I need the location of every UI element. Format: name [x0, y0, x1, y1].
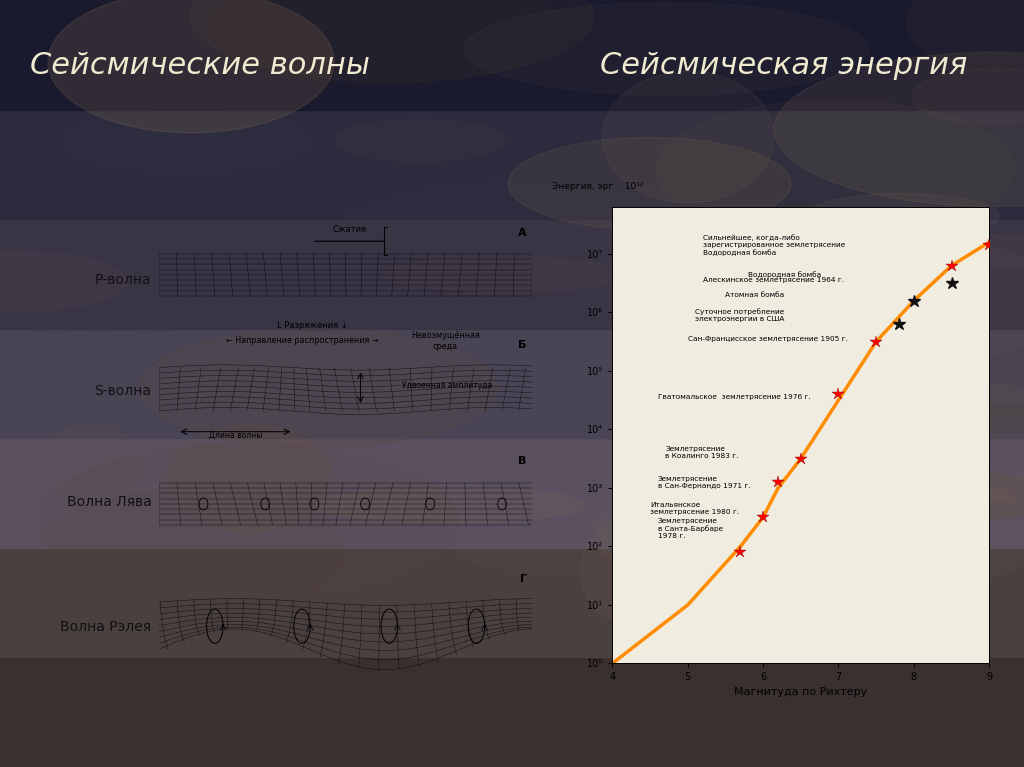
Ellipse shape [765, 403, 1024, 434]
Text: Итальянское
землетрясение 1980 г.: Итальянское землетрясение 1980 г. [650, 502, 739, 515]
Ellipse shape [770, 239, 1024, 365]
Ellipse shape [465, 2, 868, 95]
Ellipse shape [37, 444, 459, 599]
Ellipse shape [805, 193, 998, 239]
Ellipse shape [939, 384, 1024, 499]
Text: Волна Лява: Волна Лява [67, 495, 152, 509]
Ellipse shape [912, 68, 1024, 124]
Ellipse shape [811, 275, 1024, 416]
Text: Удвоенная амплитуда: Удвоенная амплитуда [401, 380, 492, 390]
X-axis label: Магнитуда по Рихтеру: Магнитуда по Рихтеру [734, 686, 867, 696]
Ellipse shape [638, 360, 786, 527]
Text: Алескинское землетрясение 1964 г.: Алескинское землетрясение 1964 г. [702, 277, 844, 283]
Ellipse shape [581, 519, 672, 623]
Text: Землетрясение
в Коалинго 1983 г.: Землетрясение в Коалинго 1983 г. [666, 446, 738, 459]
Ellipse shape [336, 120, 505, 161]
Bar [0, 329, 1024, 438]
Text: Сейсмические волны: Сейсмические волны [30, 51, 370, 80]
Text: Землетрясение
в Сан-Фернандо 1971 г.: Землетрясение в Сан-Фернандо 1971 г. [657, 476, 751, 489]
Ellipse shape [384, 258, 628, 291]
Text: Сильнейшее, когда-либо
зарегистрированное землетрясение
Водородная бомба: Сильнейшее, когда-либо зарегистрированно… [702, 234, 845, 256]
Ellipse shape [906, 0, 1024, 71]
Ellipse shape [41, 425, 140, 500]
Text: А: А [518, 229, 527, 239]
Text: Сан-Францисское землетрясение 1905 г.: Сан-Францисское землетрясение 1905 г. [688, 336, 848, 342]
Ellipse shape [656, 100, 1014, 237]
Text: Невозмущённая
среда: Невозмущённая среда [411, 331, 480, 351]
Ellipse shape [190, 0, 594, 81]
Ellipse shape [168, 425, 333, 532]
Text: S-волна: S-волна [94, 384, 152, 398]
Text: Волна Рэлея: Волна Рэлея [60, 620, 152, 634]
Text: ← Направление распространения →: ← Направление распространения → [225, 336, 379, 345]
Text: В: В [518, 456, 527, 466]
Bar [0, 110, 1024, 219]
Bar [0, 0, 1024, 110]
Text: Водородная бомба: Водородная бомба [748, 271, 821, 278]
Text: Г: Г [520, 574, 527, 584]
Ellipse shape [316, 487, 586, 523]
Text: Суточное потребление
электроэнергии в США: Суточное потребление электроэнергии в СШ… [695, 308, 784, 322]
Ellipse shape [66, 111, 308, 170]
Text: Длина волны: Длина волны [209, 431, 262, 440]
Ellipse shape [770, 295, 888, 455]
Text: Энергия, эрг  · 10¹²: Энергия, эрг · 10¹² [552, 182, 643, 191]
Ellipse shape [329, 180, 776, 295]
Bar [0, 548, 1024, 657]
Ellipse shape [451, 522, 763, 576]
Ellipse shape [508, 137, 792, 230]
Text: Б: Б [518, 340, 527, 350]
Text: Гватомальское  землетрясение 1976 г.: Гватомальское землетрясение 1976 г. [657, 394, 810, 400]
Text: Р-волна: Р-волна [95, 273, 152, 287]
Ellipse shape [0, 251, 127, 312]
Ellipse shape [774, 52, 1024, 206]
Text: Атомная бомба: Атомная бомба [725, 292, 784, 298]
Text: Сейсмическая энергия: Сейсмическая энергия [600, 51, 967, 80]
Text: L Разряжения ↓: L Разряжения ↓ [276, 321, 348, 331]
Ellipse shape [204, 0, 563, 85]
Bar [0, 657, 1024, 767]
Bar [0, 219, 1024, 329]
Ellipse shape [851, 235, 1024, 268]
Bar [0, 438, 1024, 548]
Ellipse shape [0, 286, 207, 336]
Ellipse shape [48, 0, 334, 133]
Ellipse shape [854, 473, 1024, 519]
Ellipse shape [602, 71, 774, 202]
Ellipse shape [594, 464, 1024, 601]
Ellipse shape [139, 329, 498, 447]
Text: Землетрясение
в Санта-Барбаре
1978 г.: Землетрясение в Санта-Барбаре 1978 г. [657, 518, 723, 539]
Text: Сжатия: Сжатия [333, 225, 367, 234]
